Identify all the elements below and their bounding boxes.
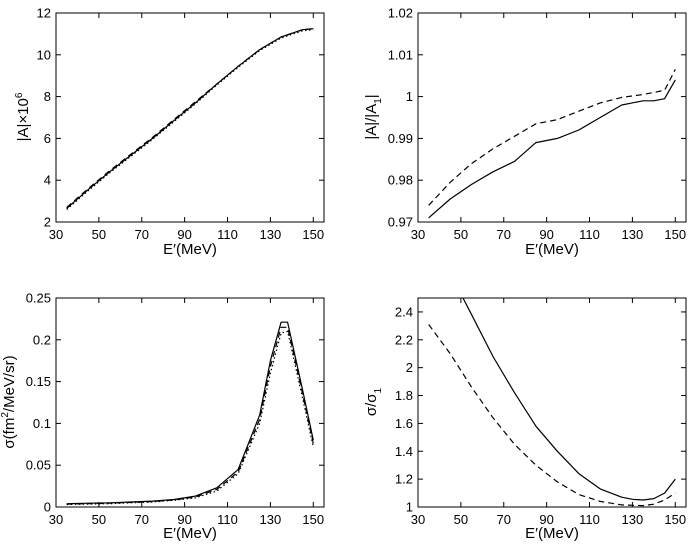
- y-tick-label: 0.97: [388, 215, 413, 230]
- x-tick-label: 150: [664, 512, 686, 527]
- series-lines: [66, 321, 314, 506]
- x-tick-label: 130: [622, 227, 644, 242]
- x-ticks: 30 50 70 90 110 130 150: [411, 13, 686, 242]
- x-tick-label: 110: [217, 512, 238, 527]
- series-lines: [66, 28, 314, 210]
- series-lines: [428, 69, 676, 219]
- y-tick-label: 0.25: [26, 291, 51, 306]
- x-tick-label: 90: [177, 227, 191, 242]
- x-tick-label: 130: [622, 512, 644, 527]
- x-tick-label: 50: [454, 512, 468, 527]
- x-axis-label: E′(MeV): [525, 525, 579, 542]
- y-tick-label: 1: [406, 89, 413, 104]
- series-variant-a: [66, 28, 314, 208]
- x-ticks: 30 50 70 90 110 130 150: [49, 298, 324, 527]
- x-tick-label: 90: [539, 512, 553, 527]
- y-tick-label: 0.99: [388, 131, 413, 146]
- plot-frame: [417, 12, 687, 223]
- x-tick-label: 150: [302, 512, 324, 527]
- x-tick-label: 130: [260, 227, 282, 242]
- x-axis-label: E′(MeV): [163, 241, 217, 258]
- series-variant-a: [66, 326, 314, 505]
- series-dashed: [428, 324, 676, 507]
- x-axis-label: E′(MeV): [163, 525, 217, 542]
- plot-frame: [417, 297, 687, 508]
- y-axis-label: σ/σ1: [363, 387, 384, 416]
- x-tick-label: 110: [579, 227, 600, 242]
- y-axis-label: |A|/|A1|: [363, 94, 384, 139]
- y-tick-label: 0.05: [26, 458, 51, 473]
- x-tick-label: 70: [497, 227, 511, 242]
- x-tick-label: 30: [411, 512, 425, 527]
- x-tick-label: 50: [454, 227, 468, 242]
- series-variant-b: [66, 29, 314, 210]
- y-tick-label: 1.02: [388, 6, 413, 21]
- y-tick-label: 0.2: [33, 332, 51, 347]
- cross-section-panel: 30 50 70 90 110 130 150 0 0.05 0.1 0.15 0.2 0.25 E′…: [0, 291, 325, 542]
- cross-section-ratio-panel: 30 50 70 90 110 130 150 1 1.2 1.4 1.6 1.8 2 2.2 2.4 E…: [363, 297, 687, 542]
- plot-frame: [55, 12, 325, 223]
- y-tick-label: 1.6: [395, 416, 413, 431]
- y-tick-label: 1.4: [395, 444, 413, 459]
- x-tick-label: 130: [260, 512, 282, 527]
- y-ticks: 1 1.2 1.4 1.6 1.8 2 2.2 2.4: [395, 304, 686, 515]
- y-tick-label: 2.2: [395, 332, 413, 347]
- y-tick-label: 0.1: [33, 416, 51, 431]
- y-tick-label: 0.98: [388, 173, 413, 188]
- amplitude-panel: 30 50 70 90 110 130 150 2 4 6 8 10 12 E′(MeV) |A|×1…: [14, 6, 325, 258]
- y-tick-label: 1: [406, 500, 413, 515]
- x-tick-label: 110: [579, 512, 600, 527]
- x-tick-label: 70: [497, 512, 511, 527]
- y-axis-label: |A|×106: [14, 92, 32, 141]
- series-full: [66, 28, 314, 209]
- x-tick-label: 50: [92, 512, 106, 527]
- amplitude-ratio-panel: 30 50 70 90 110 130 150 0.970.980.9911.011.02 …: [363, 6, 687, 258]
- y-ticks: 2 4 6 8 10 12: [37, 6, 324, 230]
- x-tick-label: 150: [664, 227, 686, 242]
- y-tick-label: 10: [37, 47, 51, 62]
- x-axis-label: E′(MeV): [525, 241, 579, 258]
- series-lines: [428, 297, 676, 507]
- x-tick-label: 150: [302, 227, 324, 242]
- series-variant-b: [66, 330, 314, 506]
- y-tick-label: 1.01: [388, 47, 413, 62]
- x-tick-label: 90: [177, 512, 191, 527]
- series-dashed: [428, 69, 676, 206]
- x-tick-label: 30: [49, 512, 63, 527]
- y-tick-label: 2.4: [395, 304, 413, 319]
- y-tick-label: 0.15: [26, 374, 51, 389]
- x-ticks: 30 50 70 90 110 130 150: [411, 298, 686, 527]
- series-solid: [462, 297, 676, 501]
- y-tick-label: 8: [44, 89, 51, 104]
- y-tick-label: 6: [44, 131, 51, 146]
- y-tick-label: 4: [44, 173, 51, 188]
- plot-frame: [55, 297, 325, 508]
- y-tick-label: 1.8: [395, 388, 413, 403]
- x-tick-label: 30: [49, 227, 63, 242]
- series-solid: [428, 79, 676, 219]
- y-tick-label: 2: [44, 215, 51, 230]
- x-ticks: 30 50 70 90 110 130 150: [49, 13, 324, 242]
- x-tick-label: 90: [539, 227, 553, 242]
- y-axis-label: σ(fm2/MeV/sr): [0, 355, 18, 448]
- y-ticks: 0.97 0.98 0.99 1 1.01 1.02: [388, 6, 686, 230]
- y-ticks: 0 0.05 0.1 0.15 0.2 0.25: [26, 291, 324, 515]
- y-tick-label: 2: [406, 360, 413, 375]
- x-tick-label: 70: [135, 227, 149, 242]
- x-tick-label: 30: [411, 227, 425, 242]
- y-tick-label: 0: [44, 500, 51, 515]
- x-tick-label: 70: [135, 512, 149, 527]
- x-tick-label: 110: [217, 227, 238, 242]
- x-tick-label: 50: [92, 227, 106, 242]
- y-tick-label: 12: [37, 6, 51, 21]
- y-tick-label: 1.2: [395, 472, 413, 487]
